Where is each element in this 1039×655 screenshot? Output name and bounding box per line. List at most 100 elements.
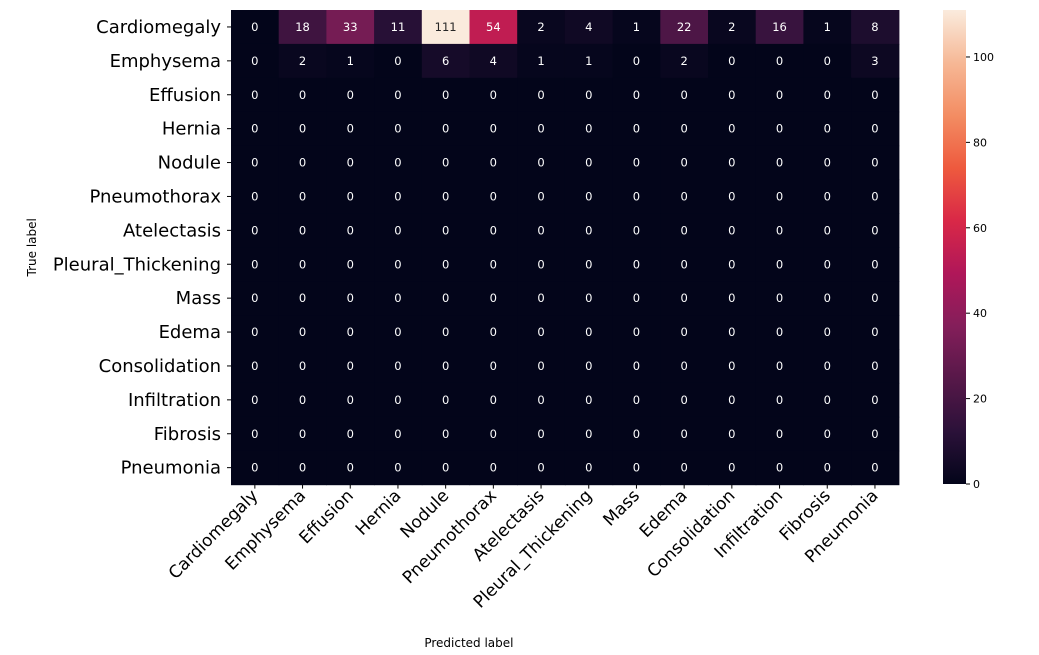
- cell-value-label: 0: [347, 359, 354, 373]
- heatmap-cell: [660, 145, 709, 181]
- cell-value-label: 0: [347, 427, 354, 441]
- cell-value-label: 0: [251, 393, 258, 407]
- heatmap-cell: [421, 281, 471, 316]
- heatmap-cell: [755, 213, 804, 248]
- heatmap-cell: [660, 213, 709, 248]
- cell-value-label: 0: [347, 189, 354, 203]
- cell-value-label: 0: [299, 257, 306, 271]
- cell-value-label: 0: [537, 461, 544, 475]
- heatmap-cell: [517, 450, 566, 486]
- cell-value-label: 0: [680, 393, 687, 407]
- cell-value-label: 0: [728, 122, 735, 136]
- cell-value-label: 0: [871, 88, 878, 102]
- cell-value-label: 0: [442, 156, 449, 170]
- x-tick-label: Hernia: [352, 486, 406, 540]
- cell-value-label: 1: [824, 20, 831, 34]
- cell-value-label: 0: [824, 291, 831, 305]
- cell-value-label: 0: [251, 291, 258, 305]
- heatmap-cell: [755, 450, 804, 486]
- cell-value-label: 0: [442, 461, 449, 475]
- heatmap-cell: [755, 247, 804, 282]
- cell-value-label: 0: [728, 54, 735, 68]
- heatmap-cell: [660, 111, 709, 147]
- cell-value-label: 0: [776, 359, 783, 373]
- cell-value-label: 0: [585, 223, 592, 237]
- heatmap-cell: [517, 315, 566, 350]
- heatmap-cell: [612, 247, 661, 282]
- cell-value-label: 0: [537, 88, 544, 102]
- heatmap-cell: [374, 349, 423, 384]
- heatmap-cell: [708, 315, 757, 350]
- heatmap-cell: [469, 450, 518, 486]
- y-tick-label: Nodule: [158, 153, 221, 174]
- y-axis-title: True label: [25, 218, 39, 277]
- cell-value-label: 0: [824, 393, 831, 407]
- cell-value-label: 0: [394, 189, 401, 203]
- cell-value-label: 0: [633, 461, 640, 475]
- heatmap-cell: [564, 450, 614, 486]
- heatmap-cell: [374, 450, 423, 486]
- cell-value-label: 0: [680, 122, 687, 136]
- cell-value-label: 0: [585, 325, 592, 339]
- heatmap-cell: [708, 450, 757, 486]
- cell-value-label: 0: [394, 291, 401, 305]
- y-tick-label: Hernia: [162, 119, 221, 140]
- cell-value-label: 0: [394, 156, 401, 170]
- heatmap-cell: [803, 382, 852, 418]
- heatmap-cell: [326, 77, 375, 113]
- cell-value-label: 0: [871, 461, 878, 475]
- cell-value-label: 6: [442, 54, 449, 68]
- heatmap-cell: [374, 10, 423, 45]
- heatmap-cell: [374, 382, 423, 418]
- cell-value-label: 0: [347, 461, 354, 475]
- heatmap-cell: [660, 315, 709, 350]
- cell-value-label: 0: [490, 427, 497, 441]
- y-tick-label: Pneumothorax: [89, 186, 221, 207]
- cell-value-label: 0: [251, 325, 258, 339]
- cell-value-label: 0: [490, 257, 497, 271]
- cell-value-label: 0: [394, 257, 401, 271]
- heatmap-cell: [326, 247, 375, 282]
- heatmap-cell: [660, 450, 709, 486]
- cell-value-label: 0: [585, 461, 592, 475]
- heatmap-cell: [660, 77, 709, 113]
- heatmap-cell: [517, 43, 566, 79]
- colorbar-tick-label: 100: [973, 51, 994, 64]
- colorbar-tick-label: 80: [973, 136, 987, 149]
- y-tick-label: Atelectasis: [123, 220, 221, 241]
- colorbar-tick-label: 0: [973, 478, 980, 491]
- heatmap-cell: [469, 315, 518, 350]
- cell-value-label: 3: [871, 54, 878, 68]
- heatmap-cell: [326, 450, 375, 486]
- cell-value-label: 0: [585, 88, 592, 102]
- heatmap-cell: [421, 179, 471, 214]
- x-tick-label: Mass: [600, 486, 645, 531]
- heatmap-cell: [851, 77, 900, 113]
- heatmap-cell: [421, 247, 471, 282]
- cell-value-label: 0: [680, 189, 687, 203]
- cell-value-label: 0: [490, 156, 497, 170]
- heatmap-cell: [755, 145, 804, 181]
- heatmap-cell: [326, 43, 375, 79]
- heatmap-cell: [803, 416, 852, 452]
- cell-value-label: 0: [824, 427, 831, 441]
- heatmap-cell: [517, 247, 566, 282]
- heatmap-cell: [564, 349, 614, 384]
- heatmap-cell: [278, 349, 327, 384]
- cell-value-label: 0: [776, 325, 783, 339]
- heatmap-cell: [517, 77, 566, 113]
- heatmap-cell: [469, 281, 518, 316]
- cell-value-label: 0: [585, 393, 592, 407]
- heatmap-cell: [469, 43, 518, 79]
- cell-value-label: 0: [824, 359, 831, 373]
- heatmap-cell: [564, 416, 614, 452]
- cell-value-label: 0: [776, 223, 783, 237]
- heatmap-cell: [708, 179, 757, 214]
- heatmap-cell: [612, 382, 661, 418]
- heatmap-cell: [851, 43, 900, 79]
- cell-value-label: 0: [299, 325, 306, 339]
- cell-value-label: 0: [490, 393, 497, 407]
- cell-value-label: 0: [824, 223, 831, 237]
- cell-value-label: 0: [776, 189, 783, 203]
- heatmap-cell: [517, 213, 566, 248]
